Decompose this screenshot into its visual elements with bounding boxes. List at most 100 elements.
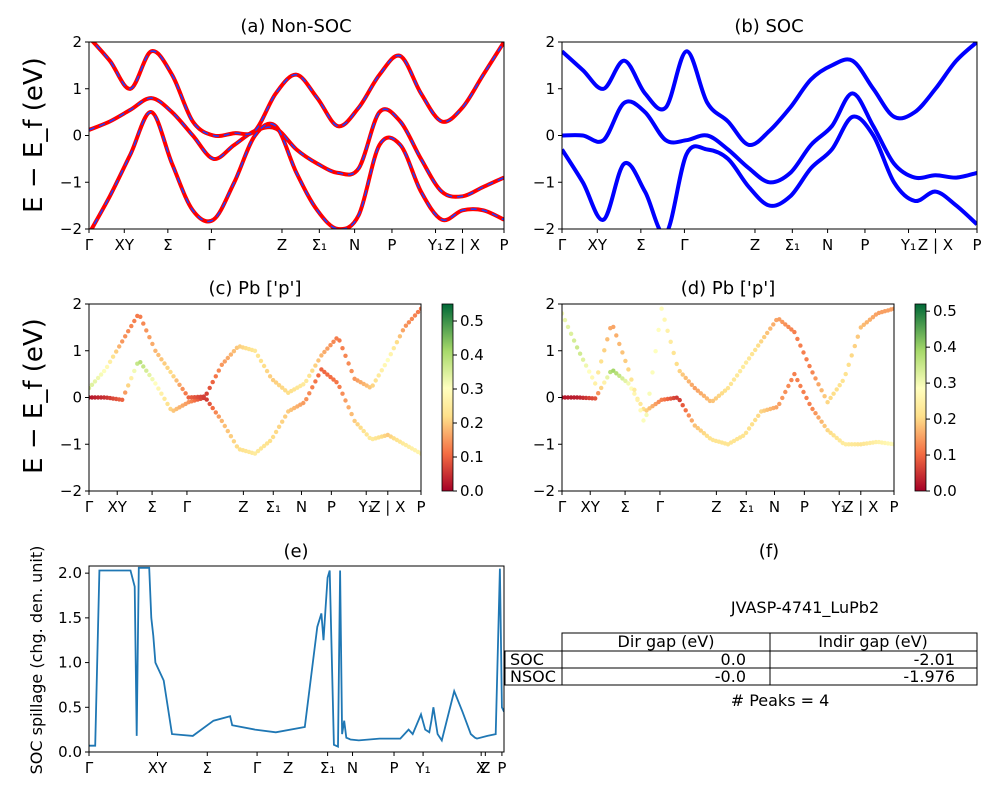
projected-point xyxy=(388,352,393,357)
projected-point xyxy=(334,380,339,385)
projected-point xyxy=(825,400,830,405)
xtick-label: XY xyxy=(115,236,135,254)
table-cell xyxy=(769,667,978,686)
projected-point xyxy=(207,385,212,391)
projected-point xyxy=(331,339,336,344)
panel-d-title: (d) Pb ['p'] xyxy=(681,278,776,299)
xtick-label: Z xyxy=(711,498,721,516)
projected-point xyxy=(674,395,679,400)
projected-point xyxy=(822,394,827,399)
ytick-label: −1 xyxy=(60,173,82,191)
projected-point xyxy=(665,328,670,333)
projected-point xyxy=(593,381,598,386)
projected-point xyxy=(349,411,354,417)
projected-point xyxy=(376,373,381,378)
projected-point xyxy=(810,406,815,412)
projected-point xyxy=(273,429,279,435)
projected-point xyxy=(89,385,92,391)
projected-point xyxy=(623,378,628,384)
projected-point xyxy=(204,397,209,402)
projected-point xyxy=(346,405,351,410)
projected-point xyxy=(677,368,682,374)
projected-point xyxy=(641,418,646,423)
spillage-line xyxy=(89,566,504,748)
xtick-label: XY xyxy=(107,498,127,516)
projected-point xyxy=(418,306,421,311)
ytick-label: 0 xyxy=(72,389,82,407)
projected-point xyxy=(394,340,400,345)
xtick-label: P xyxy=(416,498,425,516)
projected-point xyxy=(740,364,746,370)
projected-point xyxy=(819,388,824,393)
projected-point xyxy=(789,327,794,332)
projected-point xyxy=(228,434,234,439)
projected-point xyxy=(343,398,348,403)
projected-point xyxy=(647,391,652,396)
projected-point xyxy=(120,339,125,344)
projected-point xyxy=(638,408,643,413)
xtick-label: Σ₁ xyxy=(312,236,328,254)
projected-point xyxy=(783,322,788,327)
projected-point xyxy=(774,405,779,410)
panel-a-title: (a) Non-SOC xyxy=(240,16,351,37)
xtick-label: Σ xyxy=(203,759,212,777)
xtick-label: Γ xyxy=(85,759,94,777)
projected-point xyxy=(255,448,261,454)
panel-d-plot xyxy=(562,306,894,447)
xtick-label: Z xyxy=(238,498,248,516)
projected-point xyxy=(831,391,836,396)
panel-c: (c) Pb ['p'] E − E_f (eV) 2 1 0 −1 −2 Γ XY Σ Γ Z… xyxy=(19,278,484,516)
projected-point xyxy=(168,369,173,375)
xtick-label: P xyxy=(327,498,336,516)
projected-point xyxy=(816,415,821,420)
projected-point xyxy=(602,348,607,353)
projected-point xyxy=(361,428,366,434)
projected-point xyxy=(828,430,833,435)
xtick-label: XY xyxy=(580,498,600,516)
projected-point xyxy=(671,350,676,356)
projected-point xyxy=(219,418,224,424)
projected-point xyxy=(692,423,697,428)
projected-point xyxy=(349,368,354,374)
projected-point xyxy=(653,349,658,354)
xtick-label: X xyxy=(476,759,486,777)
projected-point xyxy=(307,373,312,378)
projected-point xyxy=(650,370,655,375)
projected-point xyxy=(101,368,107,374)
projected-point xyxy=(141,321,146,326)
projected-point xyxy=(864,320,869,325)
xtick-label: Γ xyxy=(85,236,94,254)
projected-point xyxy=(234,444,240,449)
projected-point xyxy=(762,334,767,340)
projected-point xyxy=(123,334,128,339)
projected-point xyxy=(840,378,845,384)
projected-point xyxy=(213,374,218,379)
colorbar-tick-label: 0.1 xyxy=(933,446,957,464)
projected-point xyxy=(153,348,158,353)
ytick-label: 1 xyxy=(545,342,555,360)
projected-point xyxy=(412,313,418,318)
ytick-label: 2 xyxy=(72,295,82,313)
xtick-label: Y₁ xyxy=(414,759,430,777)
band-line-s1 xyxy=(562,91,977,185)
projected-point xyxy=(267,438,273,444)
xtick-label: Σ₁ xyxy=(266,498,282,516)
projected-point xyxy=(415,309,421,315)
projected-point xyxy=(132,368,137,374)
ytick-label: −2 xyxy=(533,482,555,500)
projected-point xyxy=(574,345,580,350)
projected-point xyxy=(614,333,619,338)
projected-point xyxy=(174,378,179,383)
projected-point xyxy=(304,378,309,384)
projected-point xyxy=(819,419,824,424)
projected-point xyxy=(562,317,568,323)
projected-point xyxy=(270,377,276,383)
projected-point xyxy=(219,362,224,367)
projected-point xyxy=(153,381,158,386)
projected-point xyxy=(231,439,237,444)
xtick-label: Σ xyxy=(163,236,172,254)
projected-point xyxy=(771,322,776,327)
projected-point xyxy=(337,338,342,343)
projected-point xyxy=(632,391,637,396)
projected-point xyxy=(307,391,312,396)
